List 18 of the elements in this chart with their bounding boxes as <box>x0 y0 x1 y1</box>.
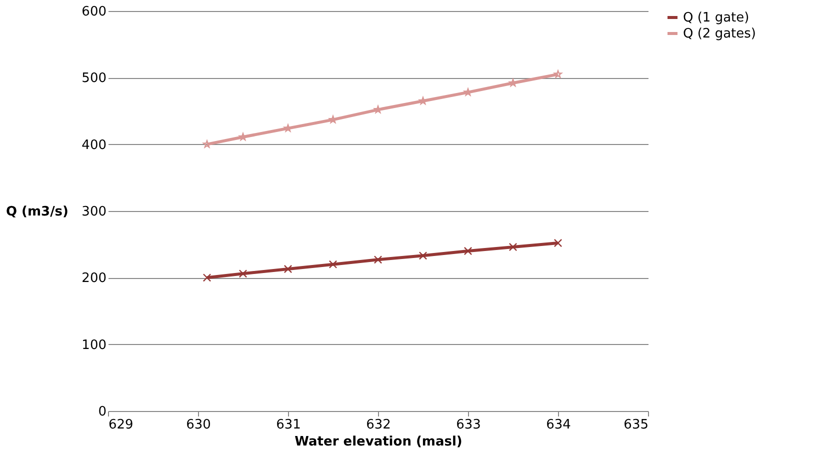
y-tick-label: 0 <box>98 404 106 420</box>
y-tick-label: 100 <box>82 338 106 353</box>
legend-label: Q (2 gates) <box>683 26 756 42</box>
y-axis-title: Q (m3/s) <box>6 204 68 220</box>
y-tick-label: 200 <box>82 271 106 286</box>
x-axis-title: Water elevation (masl) <box>294 434 462 450</box>
y-tick-label: 300 <box>82 204 106 220</box>
x-tick-label: 635 <box>624 418 648 432</box>
x-tick-label: 629 <box>108 418 134 432</box>
y-tick-label: 400 <box>82 138 106 153</box>
y-tick-label: 600 <box>82 4 106 20</box>
y-tick-label: 500 <box>82 71 106 86</box>
x-tick-label: 634 <box>546 418 571 432</box>
x-tick-label: 630 <box>186 418 211 432</box>
x-tick-label: 633 <box>456 418 481 432</box>
x-tick-label: 631 <box>276 418 301 432</box>
legend-label: Q (1 gate) <box>683 10 750 26</box>
x-tick-label: 632 <box>366 418 391 432</box>
